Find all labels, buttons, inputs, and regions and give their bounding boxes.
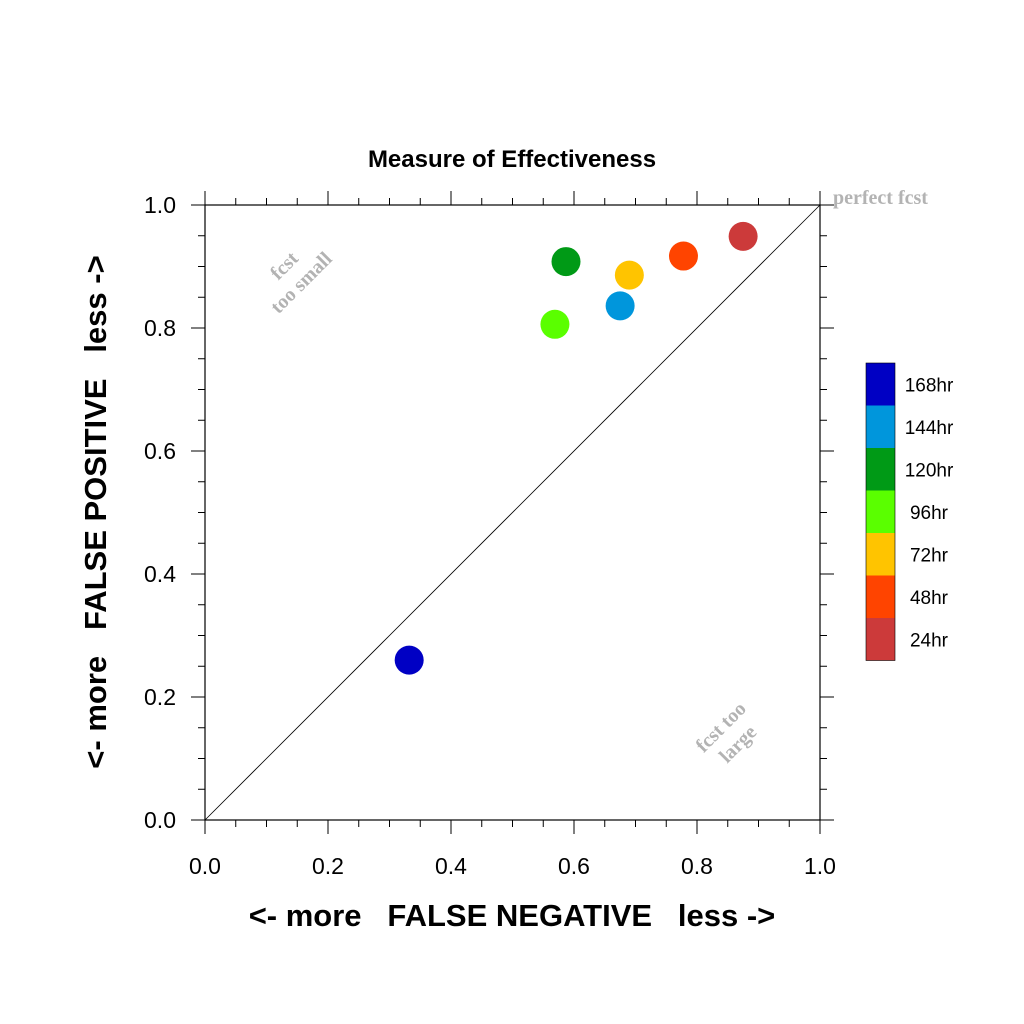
- y-axis-label: <- more FALSE POSITIVE less ->: [78, 255, 113, 768]
- legend-swatch-120hr: [866, 448, 895, 491]
- legend-label-144hr: 144hr: [905, 418, 954, 439]
- point-144hr: [605, 291, 635, 321]
- axis-tick-labels: 0.0 0.2 0.4 0.6 0.8 1.0 0.0 0.2 0.4 0.6 0.8 1.0: [144, 192, 836, 879]
- y-tick-label: 0.2: [144, 684, 176, 710]
- data-points: [394, 221, 758, 675]
- chart-title: Measure of Effectiveness: [368, 146, 656, 173]
- x-tick-label: 0.2: [312, 853, 344, 879]
- legend-swatch-168hr: [866, 363, 895, 406]
- annotation-fcst-too-large: fcst too large: [692, 698, 762, 768]
- legend-swatch-144hr: [866, 405, 895, 448]
- x-tick-label: 0.0: [189, 853, 221, 879]
- y-tick-label: 0.4: [144, 561, 176, 587]
- y-tick-label: 0.0: [144, 807, 176, 833]
- point-120hr: [551, 247, 581, 277]
- legend-label-72hr: 72hr: [910, 545, 949, 566]
- x-tick-label: 0.8: [681, 853, 713, 879]
- legend-swatch-96hr: [866, 490, 895, 533]
- legend-label-48hr: 48hr: [910, 588, 949, 609]
- legend-label-96hr: 96hr: [910, 503, 949, 524]
- x-axis-label: <- more FALSE NEGATIVE less ->: [249, 898, 776, 933]
- legend-swatch-72hr: [866, 533, 895, 576]
- point-96hr: [540, 309, 570, 339]
- y-tick-label: 1.0: [144, 192, 176, 218]
- y-tick-label: 0.6: [144, 438, 176, 464]
- x-tick-label: 0.6: [558, 853, 590, 879]
- legend-swatch-24hr: [866, 618, 895, 661]
- point-72hr: [614, 260, 644, 290]
- annotation-perfect-fcst: perfect fcst: [833, 187, 928, 209]
- annotation-fcst-too-small: fcst too small: [266, 247, 337, 318]
- point-168hr: [394, 645, 424, 675]
- y-tick-label: 0.8: [144, 315, 176, 341]
- legend-label-168hr: 168hr: [905, 375, 954, 396]
- legend-label-120hr: 120hr: [905, 460, 954, 481]
- legend: 168hr 144hr 120hr 96hr 72hr 48hr 24hr: [865, 362, 954, 661]
- x-tick-label: 0.4: [435, 853, 467, 879]
- axis-ticks: [191, 191, 834, 834]
- point-48hr: [668, 241, 698, 271]
- legend-label-24hr: 24hr: [910, 630, 949, 651]
- x-tick-label: 1.0: [804, 853, 836, 879]
- perfect-forecast-line: [204, 204, 821, 821]
- legend-border: [865, 362, 896, 661]
- legend-swatch-48hr: [866, 575, 895, 618]
- point-24hr: [728, 221, 758, 251]
